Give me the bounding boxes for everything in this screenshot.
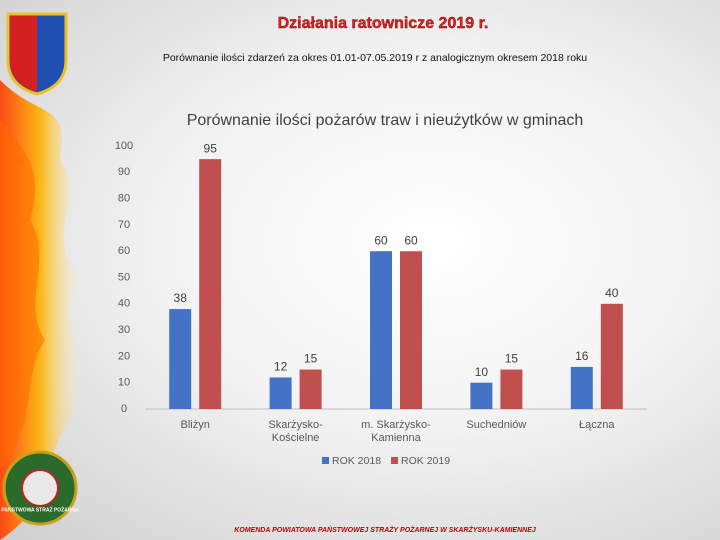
- y-tick-label: 60: [118, 245, 130, 257]
- bar: [570, 366, 593, 409]
- y-tick-label: 50: [118, 271, 130, 283]
- bar: [169, 309, 192, 409]
- bar: [370, 251, 392, 409]
- data-label: 60: [374, 233, 388, 247]
- data-label: 16: [575, 349, 589, 363]
- crest-half: [10, 16, 37, 92]
- slide-title: Działania ratownicze 2019 r.: [278, 15, 489, 32]
- y-tick-label: 30: [118, 324, 130, 336]
- data-label: 95: [204, 141, 218, 155]
- y-tick-label: 40: [118, 298, 130, 310]
- data-label: 10: [475, 365, 489, 379]
- bar: [299, 369, 322, 409]
- y-tick-label: 100: [115, 140, 133, 152]
- footer: KOMENDA POWIATOWA PAŃSTWOWEJ STRAŻY POŻA…: [234, 525, 537, 534]
- x-tick-label: Suchedniów: [466, 419, 527, 431]
- y-tick-label: 20: [118, 350, 130, 362]
- bar: [269, 377, 292, 409]
- badge-text: PAŃSTWOWA STRAŻ POŻARNA: [1, 505, 79, 513]
- legend-label: ROK 2018: [332, 455, 381, 467]
- data-label: 40: [605, 286, 619, 300]
- x-tick-label: Bliżyn: [180, 419, 210, 431]
- data-label: 15: [304, 352, 318, 366]
- legend-label: ROK 2019: [401, 455, 450, 467]
- x-tick-label: m. Skarżysko-Kamienna: [361, 419, 431, 444]
- legend-swatch: [322, 457, 329, 464]
- x-tick-label: Łączna: [579, 419, 615, 431]
- bar: [470, 382, 493, 409]
- bar: [400, 251, 422, 409]
- x-tick-label: Skarżysko-Kościelne: [268, 419, 323, 444]
- legend-swatch: [391, 457, 399, 464]
- y-tick-label: 90: [118, 166, 130, 178]
- y-tick-label: 0: [121, 403, 127, 415]
- data-label: 15: [505, 352, 519, 366]
- data-label: 38: [174, 291, 188, 305]
- bar: [600, 303, 623, 409]
- bar: [500, 369, 523, 409]
- data-label: 60: [404, 233, 418, 247]
- flame-decoration: [0, 120, 45, 470]
- slide-subtitle: Porównanie ilości zdarzeń za okres 01.01…: [163, 52, 587, 64]
- y-tick-label: 80: [118, 193, 130, 205]
- chart-title: Porównanie ilości pożarów traw i nieużyt…: [187, 112, 584, 129]
- y-tick-label: 10: [118, 377, 130, 389]
- bar: [199, 159, 222, 409]
- badge-inner: [21, 469, 59, 507]
- y-tick-label: 70: [118, 219, 130, 231]
- data-label: 12: [274, 360, 288, 374]
